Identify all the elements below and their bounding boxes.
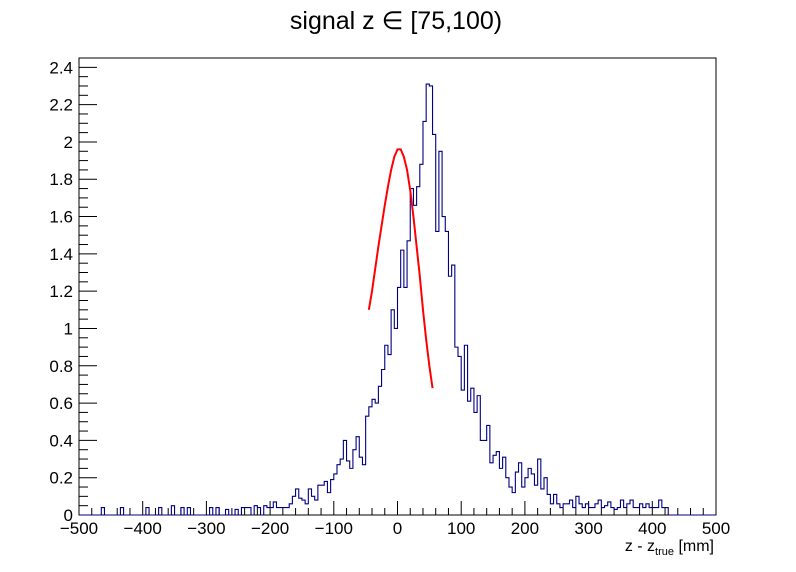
x-axis-title-main: z - z: [625, 538, 655, 555]
x-axis-title: z - ztrue [mm]: [625, 538, 714, 558]
x-tick-label: 0: [393, 519, 402, 538]
y-tick-label: 0: [64, 506, 73, 525]
y-tick-label: 1.4: [49, 245, 73, 264]
y-tick-label: 2.2: [49, 96, 73, 115]
x-tick-label: −100: [315, 519, 353, 538]
fit-curve-layer: [367, 148, 434, 389]
histogram-outline: [79, 83, 716, 516]
x-tick-label: 300: [574, 519, 602, 538]
x-tick-label: 500: [702, 519, 730, 538]
x-tick-label: −200: [251, 519, 289, 538]
y-tick-label: 1: [64, 319, 73, 338]
y-tick-label: 1.6: [49, 208, 73, 227]
y-axis: 0 0.2 0.4 0.6 0.8 1 1.2 1.4 1.6 1.8 2 2.2 2.4: [49, 58, 97, 525]
y-tick-label: 0.6: [49, 394, 73, 413]
x-tick-label: 400: [638, 519, 666, 538]
x-tick-label: 200: [511, 519, 539, 538]
y-tick-label: 0.4: [49, 431, 73, 450]
x-axis-title-unit: [mm]: [674, 538, 714, 555]
y-tick-label: 1.2: [49, 282, 73, 301]
y-tick-label: 1.8: [49, 170, 73, 189]
histogram-layer: [79, 83, 716, 516]
x-tick-label: −300: [187, 519, 225, 538]
y-tick-label: 2: [64, 133, 73, 152]
y-tick-label: 0.8: [49, 357, 73, 376]
x-tick-label: −500: [60, 519, 98, 538]
x-tick-label: −400: [124, 519, 162, 538]
x-tick-label: 100: [447, 519, 475, 538]
x-axis-title-subscript: true: [655, 546, 674, 558]
fit-curve: [367, 148, 434, 389]
y-tick-label: 0.2: [49, 469, 73, 488]
x-axis: −500 −400 −300 −200 −100 0 100 200 300 400 500: [60, 501, 730, 538]
chart-title: signal z ∈ [75,100): [290, 7, 502, 35]
y-tick-label: 2.4: [49, 58, 73, 77]
